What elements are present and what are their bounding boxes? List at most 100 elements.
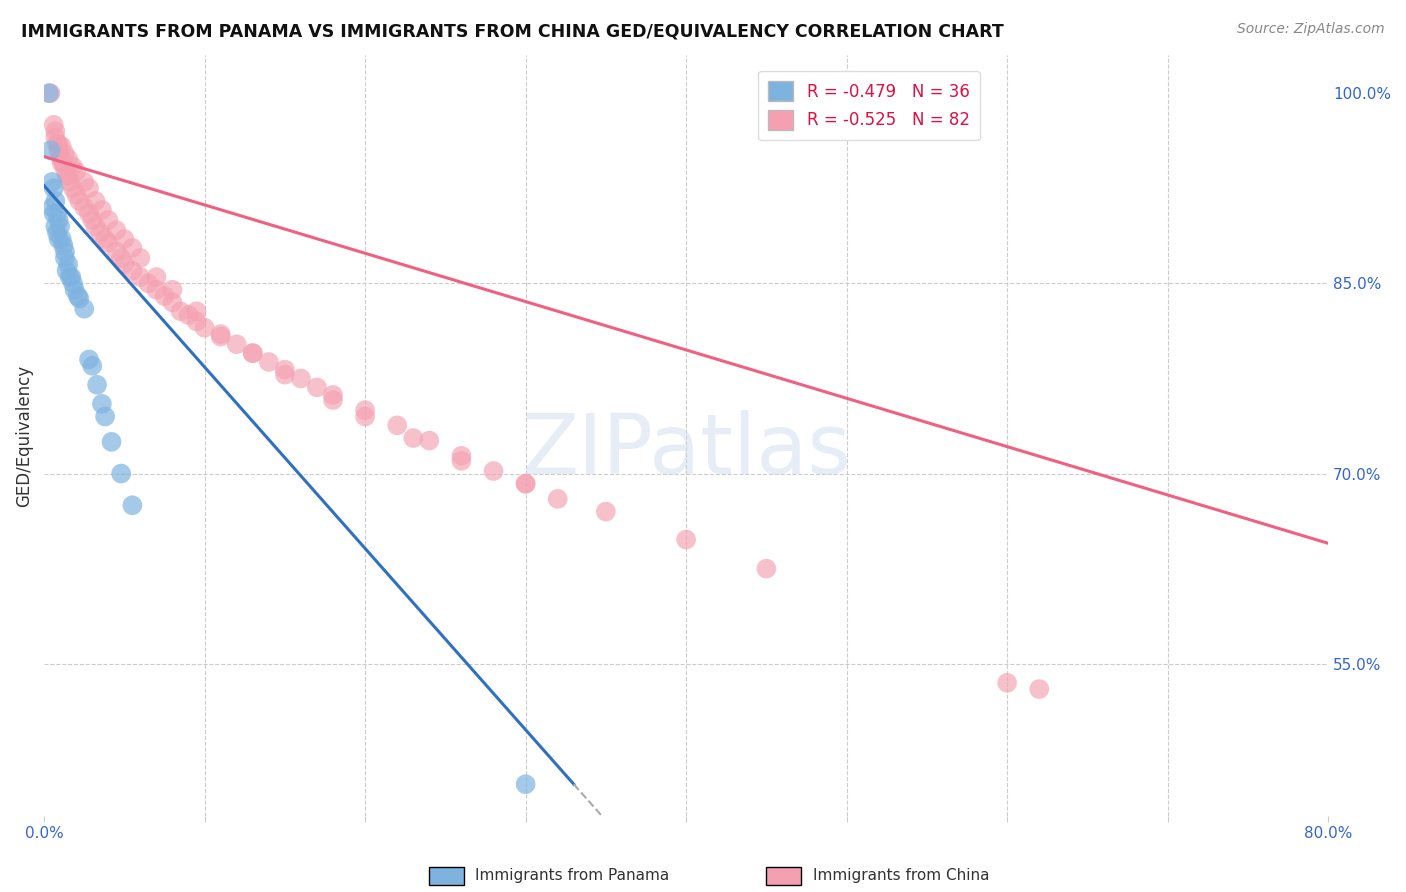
- Point: [39, 143, 62, 157]
- Point: [995, 675, 1018, 690]
- Point: [84, 219, 107, 234]
- Point: [67, 292, 90, 306]
- Point: [322, 388, 344, 402]
- Point: [595, 505, 617, 519]
- Text: Immigrants from Panama: Immigrants from Panama: [475, 869, 669, 883]
- Point: [97, 235, 120, 250]
- Point: [55, 263, 77, 277]
- Point: [90, 397, 112, 411]
- Point: [60, 270, 83, 285]
- Point: [46, 206, 69, 220]
- Point: [56, 169, 79, 183]
- Point: [305, 380, 328, 394]
- Point: [186, 304, 208, 318]
- Point: [110, 467, 132, 481]
- Point: [675, 533, 697, 547]
- Point: [63, 283, 86, 297]
- Point: [242, 346, 264, 360]
- Point: [100, 434, 122, 449]
- Point: [77, 206, 100, 220]
- Point: [62, 181, 84, 195]
- Y-axis label: GED/Equivalency: GED/Equivalency: [15, 365, 32, 507]
- Point: [209, 329, 232, 343]
- Point: [48, 136, 70, 151]
- Point: [97, 213, 120, 227]
- Point: [418, 434, 440, 448]
- Point: [84, 194, 107, 208]
- Point: [186, 314, 208, 328]
- Point: [41, 200, 63, 214]
- Point: [145, 270, 167, 285]
- Point: [121, 498, 143, 512]
- Point: [59, 270, 82, 285]
- Point: [482, 464, 505, 478]
- Point: [53, 251, 76, 265]
- Point: [129, 251, 152, 265]
- Point: [90, 202, 112, 217]
- Text: ZIPatlas: ZIPatlas: [522, 410, 851, 491]
- Point: [42, 118, 65, 132]
- Point: [145, 283, 167, 297]
- Point: [62, 160, 84, 174]
- Point: [73, 200, 96, 214]
- Point: [51, 139, 73, 153]
- Point: [402, 431, 425, 445]
- Point: [450, 449, 472, 463]
- Point: [77, 181, 100, 195]
- Point: [55, 169, 77, 183]
- Point: [515, 777, 537, 791]
- Point: [49, 150, 72, 164]
- Point: [48, 232, 70, 246]
- Point: [48, 213, 70, 227]
- Point: [209, 327, 232, 342]
- Point: [94, 232, 117, 246]
- Point: [52, 238, 75, 252]
- Point: [62, 277, 84, 291]
- Point: [177, 308, 200, 322]
- Point: [56, 152, 79, 166]
- Text: Source: ZipAtlas.com: Source: ZipAtlas.com: [1237, 22, 1385, 37]
- Point: [41, 175, 63, 189]
- Point: [42, 181, 65, 195]
- Point: [53, 147, 76, 161]
- Point: [53, 162, 76, 177]
- Point: [46, 136, 69, 151]
- Point: [105, 223, 128, 237]
- Point: [110, 251, 132, 265]
- Point: [38, 86, 60, 100]
- Point: [242, 346, 264, 360]
- Point: [51, 232, 73, 246]
- Point: [387, 418, 409, 433]
- Point: [354, 403, 377, 417]
- Point: [56, 257, 79, 271]
- Point: [322, 392, 344, 407]
- Point: [112, 257, 135, 271]
- Point: [105, 244, 128, 259]
- Point: [44, 219, 66, 234]
- Point: [755, 562, 778, 576]
- Point: [49, 219, 72, 234]
- Point: [59, 175, 82, 189]
- Point: [73, 175, 96, 189]
- Point: [194, 320, 217, 334]
- Point: [44, 194, 66, 208]
- Point: [162, 295, 184, 310]
- Point: [44, 124, 66, 138]
- Point: [274, 368, 297, 382]
- Point: [112, 232, 135, 246]
- Point: [42, 206, 65, 220]
- Point: [274, 362, 297, 376]
- Point: [290, 371, 312, 385]
- Point: [354, 409, 377, 424]
- Point: [73, 301, 96, 316]
- Point: [44, 130, 66, 145]
- Point: [450, 454, 472, 468]
- Point: [82, 213, 104, 227]
- Point: [162, 283, 184, 297]
- Point: [121, 263, 143, 277]
- Point: [515, 476, 537, 491]
- Point: [77, 352, 100, 367]
- Point: [67, 194, 90, 208]
- Point: [121, 241, 143, 255]
- Legend: R = -0.479   N = 36, R = -0.525   N = 82: R = -0.479 N = 36, R = -0.525 N = 82: [758, 71, 980, 140]
